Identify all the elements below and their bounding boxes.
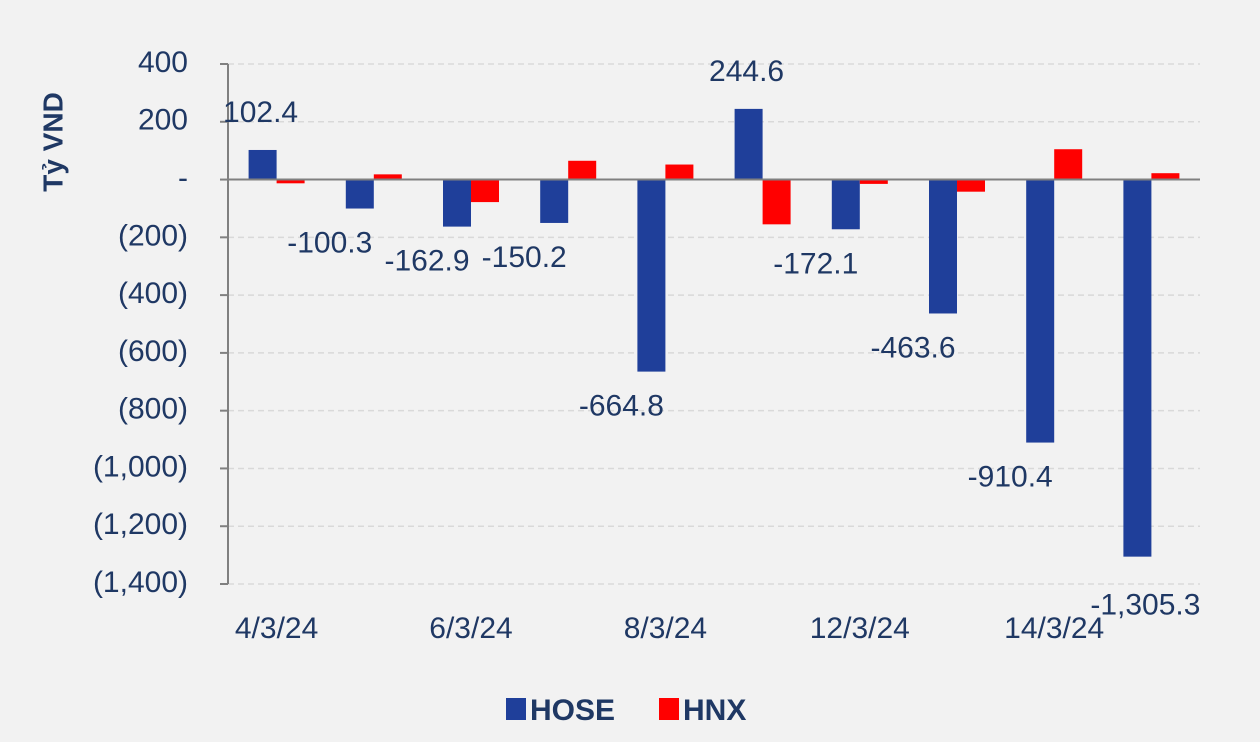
data-label-hose: -910.4: [968, 461, 1053, 494]
legend: HOSE HNX: [506, 694, 746, 727]
bar-hnx: [276, 179, 305, 184]
bar-hose: [929, 179, 957, 314]
bar-hnx: [762, 179, 791, 225]
y-tick-label: (600): [118, 335, 188, 368]
bar-hnx: [859, 179, 888, 184]
bar-hose: [1123, 179, 1152, 557]
y-tick-labels: 400 200 - (200) (400) (600) (800) (1,000) (1,200…: [93, 46, 188, 599]
x-tick-label: 6/3/24: [429, 612, 512, 645]
data-label-hose: 244.6: [709, 55, 784, 88]
bar-hose: [248, 149, 277, 180]
bar-hnx: [957, 179, 985, 192]
x-tick-label: 8/3/24: [624, 612, 707, 645]
axes: [227, 64, 1200, 584]
bar-hnx: [1054, 149, 1083, 180]
data-labels: 102.4 -100.3 -162.9 -150.2 -664.8 244.6 -172.1…: [223, 55, 1200, 622]
data-label-hose: -172.1: [773, 247, 858, 280]
bar-hnx: [471, 179, 499, 203]
bar-hose: [443, 179, 471, 227]
y-tick-label: (1,400): [93, 566, 188, 599]
y-tick-label: (400): [118, 277, 188, 310]
data-label-hose: -162.9: [384, 245, 469, 278]
data-label-hose: -664.8: [579, 390, 664, 423]
bar-hnx: [665, 164, 694, 180]
x-tick-labels: 4/3/24 6/3/24 8/3/24 12/3/24 14/3/24: [235, 612, 1104, 645]
bar-hnx: [373, 174, 402, 180]
legend-label-hose: HOSE: [530, 694, 615, 727]
data-label-hose: -100.3: [287, 227, 372, 260]
bar-hnx: [1151, 173, 1180, 180]
y-tick-label: (800): [118, 393, 188, 426]
y-tick-label: (200): [118, 219, 188, 252]
legend-swatch-hnx: [659, 698, 679, 720]
x-tick-label: 12/3/24: [810, 612, 910, 645]
y-tick-label: -: [178, 161, 188, 194]
y-tick-label: (1,200): [93, 508, 188, 541]
y-tick-label: 400: [138, 46, 188, 79]
bar-hose: [831, 179, 860, 230]
bars-group: [248, 108, 1180, 557]
bar-hose: [345, 179, 374, 209]
y-tick-label: (1,000): [93, 450, 188, 483]
data-label-hose: -1,305.3: [1090, 589, 1200, 622]
bar-hose: [540, 179, 569, 223]
y-tick-label: 200: [138, 104, 188, 137]
x-tick-label: 4/3/24: [235, 612, 318, 645]
bar-hose: [734, 108, 763, 180]
x-tick-label: 14/3/24: [1004, 612, 1104, 645]
legend-swatch-hose: [506, 698, 526, 720]
y-axis-label: Tỷ VND: [37, 92, 68, 192]
data-label-hose: -463.6: [870, 331, 955, 364]
data-label-hose: -150.2: [482, 241, 567, 274]
legend-label-hnx: HNX: [683, 694, 746, 727]
data-label-hose: 102.4: [223, 96, 298, 129]
bar-hose: [637, 179, 666, 372]
bar-hose: [1026, 179, 1055, 443]
bar-hnx: [568, 160, 597, 180]
